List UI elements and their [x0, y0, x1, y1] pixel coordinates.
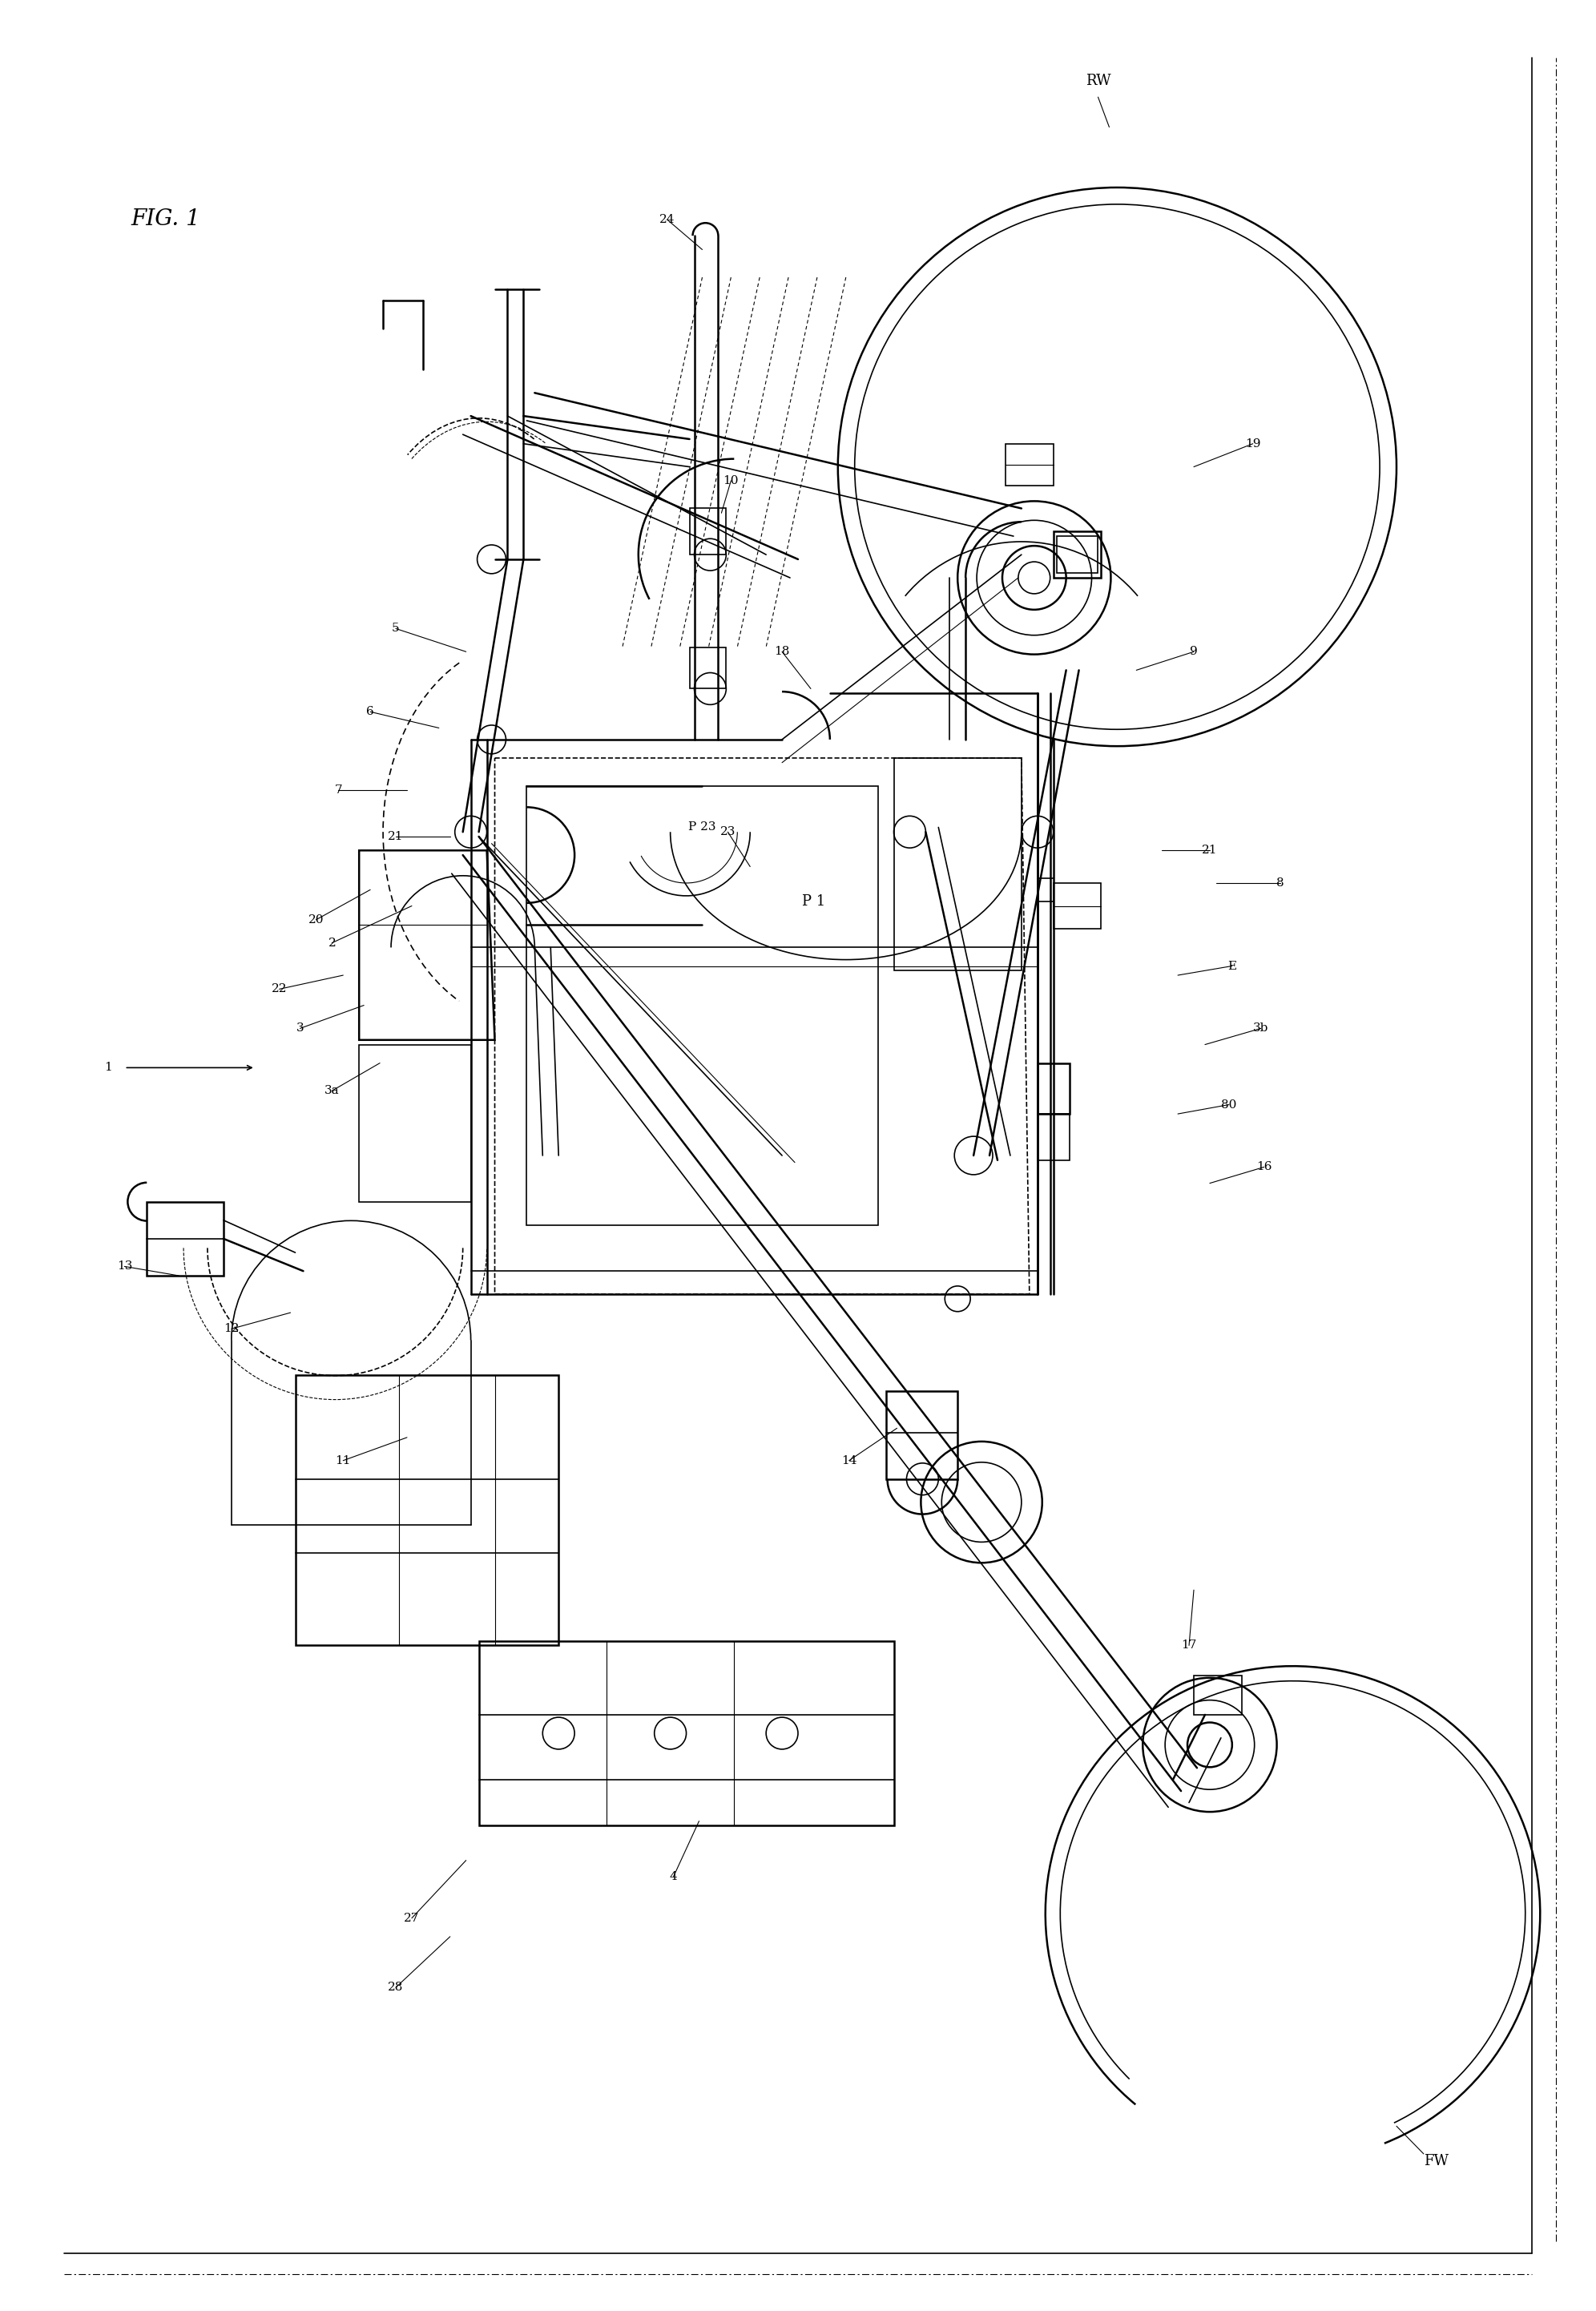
Text: 14: 14 [841, 1456, 857, 1465]
Text: 7: 7 [335, 786, 342, 795]
Text: 21: 21 [1202, 846, 1218, 855]
Text: 23: 23 [720, 827, 736, 837]
Text: 8: 8 [1277, 878, 1283, 887]
Text: 17: 17 [1181, 1641, 1197, 1650]
Text: P 1: P 1 [803, 894, 825, 908]
Text: 3b: 3b [1253, 1024, 1269, 1033]
Text: 21: 21 [388, 832, 404, 841]
Text: 10: 10 [723, 476, 739, 485]
Text: 3: 3 [297, 1024, 303, 1033]
Text: 11: 11 [335, 1456, 351, 1465]
Text: FIG. 1: FIG. 1 [131, 208, 201, 231]
Text: 2: 2 [329, 938, 335, 948]
Text: 80: 80 [1221, 1100, 1237, 1109]
Text: 18: 18 [774, 647, 790, 656]
Text: 28: 28 [388, 1983, 404, 1992]
Text: 22: 22 [271, 984, 287, 994]
Text: 27: 27 [404, 1914, 420, 1923]
Text: RW: RW [1085, 74, 1111, 88]
Text: 5: 5 [393, 624, 399, 633]
Text: 19: 19 [1245, 439, 1261, 448]
Text: 4: 4 [670, 1872, 677, 1881]
Text: 20: 20 [308, 915, 324, 924]
Text: E: E [1227, 961, 1237, 971]
Text: 9: 9 [1191, 647, 1197, 656]
Text: 24: 24 [659, 215, 675, 224]
Text: P 23: P 23 [688, 823, 717, 832]
Text: 6: 6 [367, 707, 373, 716]
Text: 1: 1 [105, 1063, 112, 1072]
Text: 13: 13 [117, 1262, 132, 1271]
Text: 16: 16 [1256, 1162, 1272, 1172]
Text: FW: FW [1424, 2154, 1449, 2168]
Text: 12: 12 [223, 1324, 239, 1333]
Text: 3a: 3a [324, 1086, 340, 1095]
